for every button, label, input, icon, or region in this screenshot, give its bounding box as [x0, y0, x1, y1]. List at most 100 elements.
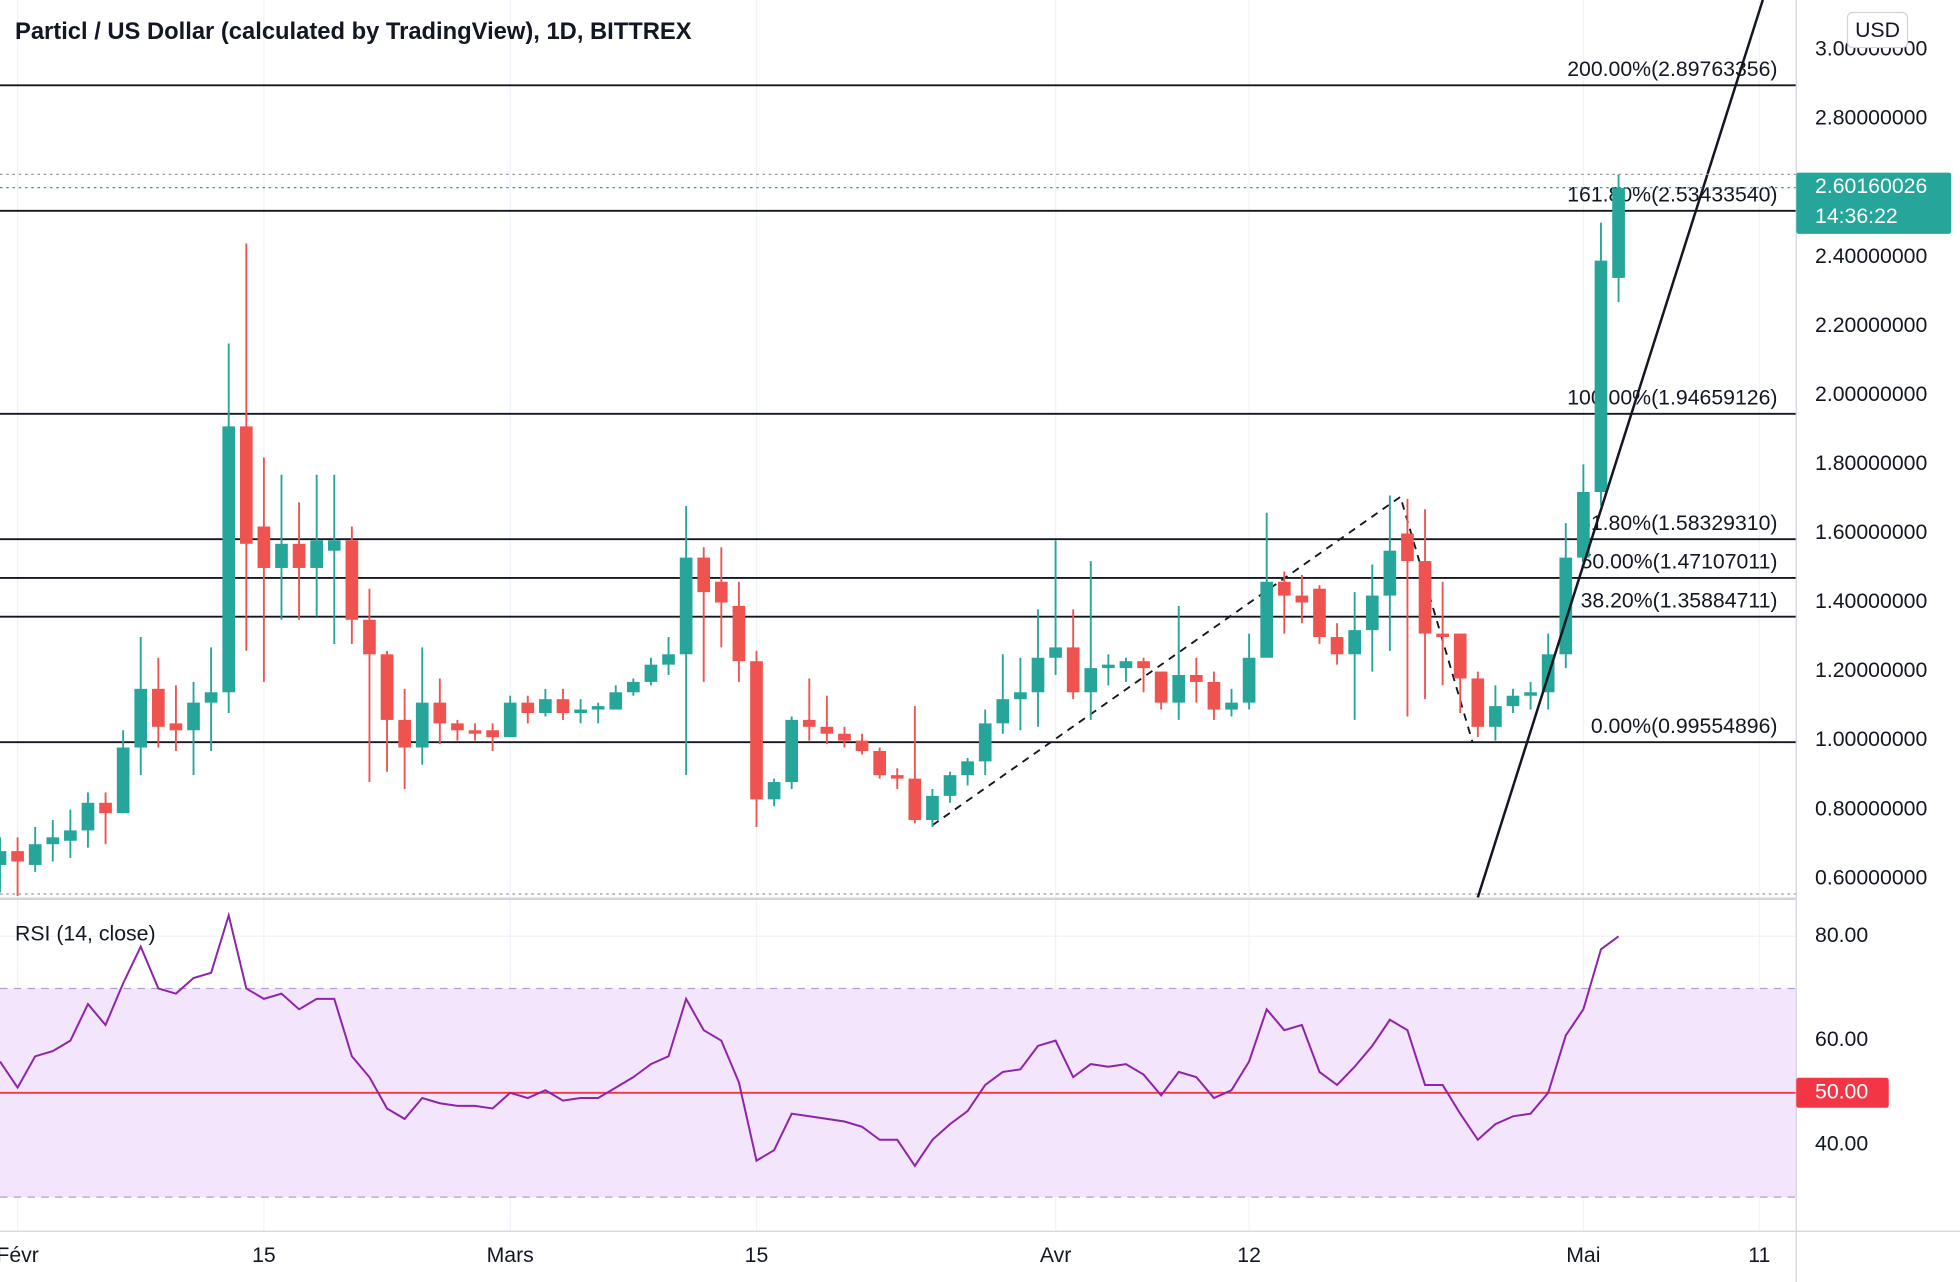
candle-body — [204, 692, 218, 703]
y-tick-label: 0.60000000 — [1815, 865, 1927, 889]
candle-body — [644, 664, 658, 682]
chart-title: Particl / US Dollar (calculated by Tradi… — [15, 18, 692, 45]
currency[interactable]: USD — [1855, 18, 1900, 42]
candle-body — [591, 706, 605, 710]
candle-body — [1436, 633, 1449, 638]
candle-body — [1172, 675, 1186, 703]
candle-body — [1189, 675, 1203, 682]
fib-label: 161.80%(2.53433540) — [1567, 182, 1777, 206]
candle-body — [539, 699, 552, 713]
candle-body — [574, 709, 587, 713]
candle-body — [1066, 647, 1080, 693]
candle-body — [1383, 550, 1397, 596]
last-price-label: 2.60160026 — [1815, 174, 1927, 198]
candle-body — [1594, 260, 1608, 493]
rsi-pane — [0, 911, 1797, 1198]
y-tick-label: 1.40000000 — [1815, 589, 1927, 613]
y-tick-label: 1.20000000 — [1815, 658, 1927, 682]
candle-body — [978, 723, 992, 762]
candle-body — [1506, 695, 1520, 707]
candle-body — [785, 719, 799, 783]
fib-label: 61.80%(1.58329310) — [1579, 511, 1778, 535]
candles — [0, 174, 1625, 897]
candle-body — [556, 699, 570, 713]
fib-label: 38.20%(1.35884711) — [1581, 588, 1778, 612]
rsi-tick-label: 80.00 — [1815, 923, 1868, 947]
candle-body — [415, 702, 429, 748]
candle-body — [310, 540, 324, 568]
candle-body — [222, 426, 236, 693]
candle-body — [433, 702, 447, 724]
y-tick-label: 1.00000000 — [1815, 727, 1927, 751]
candle-body — [1031, 657, 1045, 693]
candle-body — [1260, 581, 1274, 658]
candle-body — [1225, 702, 1238, 710]
candle-body — [1330, 637, 1344, 655]
x-tick-label: 12 — [1237, 1243, 1261, 1267]
candle-body — [697, 557, 711, 593]
midline-label: 50.00 — [1815, 1079, 1868, 1103]
y-tick-label: 1.80000000 — [1815, 451, 1927, 475]
candle-body — [1277, 581, 1291, 596]
candle-body — [11, 851, 24, 862]
candle-body — [890, 775, 904, 779]
candle-body — [820, 726, 834, 734]
candle-body — [1418, 561, 1432, 634]
candle-body — [81, 802, 95, 831]
candle-body — [451, 723, 464, 731]
fib-label: 50.00%(1.47107011) — [1581, 550, 1778, 574]
y-tick-label: 0.80000000 — [1815, 796, 1927, 820]
fib-label: 200.00%(2.89763356) — [1567, 57, 1777, 81]
candle-body — [802, 719, 816, 727]
candle-body — [1348, 630, 1361, 655]
overlays — [0, 0, 1797, 898]
candle-body — [873, 750, 886, 776]
candle-body — [1102, 664, 1115, 669]
candle-body — [152, 688, 165, 727]
candle-body — [99, 802, 112, 814]
candle-body — [1612, 188, 1625, 278]
x-tick-label: Févr — [0, 1243, 39, 1267]
candle-body — [1137, 661, 1150, 669]
candle-body — [732, 605, 746, 662]
rsi-line — [0, 911, 1620, 1168]
candle-body — [679, 557, 693, 655]
candle-body — [327, 540, 341, 551]
x-tick-label: Avr — [1040, 1243, 1072, 1267]
candle-body — [662, 654, 675, 665]
candle-body — [1401, 533, 1414, 562]
candle-body — [1084, 668, 1098, 693]
candle-body — [1242, 657, 1256, 703]
candle-body — [64, 830, 77, 841]
y-tick-label: 2.40000000 — [1815, 244, 1927, 268]
candle-body — [1524, 692, 1537, 696]
currency-box[interactable] — [1846, 11, 1909, 49]
candle-body — [1154, 671, 1168, 703]
y-tick-label: 1.60000000 — [1815, 520, 1927, 544]
x-tick-label: 15 — [745, 1243, 769, 1267]
candle-body — [116, 747, 130, 814]
rsi-tick-label: 60.00 — [1815, 1027, 1868, 1051]
y-tick-label: 2.20000000 — [1815, 313, 1927, 337]
candle-body — [943, 775, 957, 796]
candle-body — [855, 740, 869, 751]
candle-body — [1049, 647, 1062, 658]
candle-body — [292, 543, 306, 568]
candle-body — [1313, 588, 1326, 638]
candle-body — [838, 733, 851, 741]
candle-body — [750, 661, 763, 800]
candle-body — [1014, 692, 1027, 700]
y-tick-label: 2.80000000 — [1815, 106, 1927, 130]
candle-body — [1207, 681, 1221, 710]
x-tick-label: 11 — [1748, 1243, 1770, 1267]
candle-body — [1453, 633, 1467, 679]
candle-body — [926, 795, 939, 821]
candle-body — [1365, 595, 1379, 631]
rsi-tick-label: 40.00 — [1815, 1132, 1868, 1156]
last-price-box — [1796, 172, 1952, 234]
candle-body — [1119, 661, 1133, 669]
candle-body — [0, 851, 7, 865]
trend-line — [1476, 0, 1765, 898]
